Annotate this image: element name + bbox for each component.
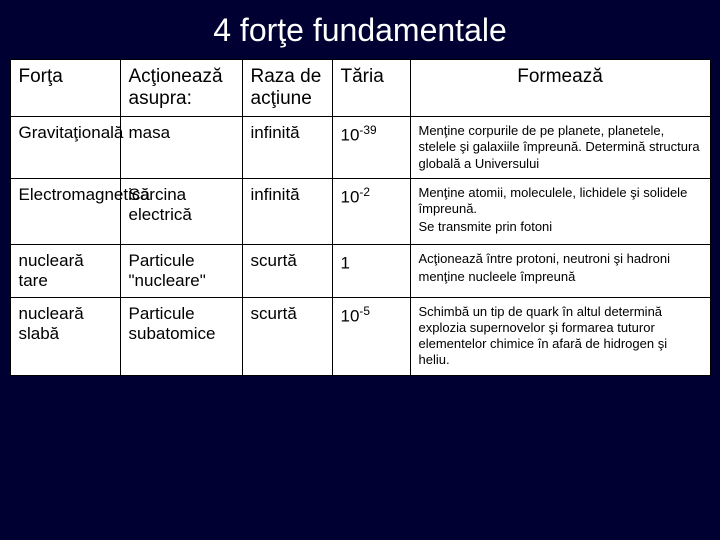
table-row: Electromagnetică Sarcina electrică infin… xyxy=(10,178,710,244)
page-title: 4 forţe fundamentale xyxy=(0,0,720,59)
cell-force: Gravitaţională xyxy=(10,117,120,179)
col-strength: Tăria xyxy=(332,60,410,117)
table-header-row: Forţa Acţionează asupra: Raza de acţiune… xyxy=(10,60,710,117)
table-row: nucleară slabă Particule subatomice scur… xyxy=(10,297,710,375)
table-row: Gravitaţională masa infinită 10-39 Menţi… xyxy=(10,117,710,179)
cell-strength: 1 xyxy=(332,244,410,297)
cell-range: infinită xyxy=(242,117,332,179)
cell-strength: 10-5 xyxy=(332,297,410,375)
col-acts-on: Acţionează asupra: xyxy=(120,60,242,117)
cell-desc: Menţine atomii, moleculele, lichidele şi… xyxy=(410,178,710,244)
col-force: Forţa xyxy=(10,60,120,117)
cell-acts-on: Particule subatomice xyxy=(120,297,242,375)
cell-force: Electromagnetică xyxy=(10,178,120,244)
col-range: Raza de acţiune xyxy=(242,60,332,117)
cell-range: infinită xyxy=(242,178,332,244)
cell-desc: Schimbă un tip de quark în altul determi… xyxy=(410,297,710,375)
cell-acts-on: Sarcina electrică xyxy=(120,178,242,244)
cell-desc: Menţine corpurile de pe planete, planete… xyxy=(410,117,710,179)
forces-table: Forţa Acţionează asupra: Raza de acţiune… xyxy=(10,59,711,376)
cell-strength: 10-39 xyxy=(332,117,410,179)
cell-force: nucleară tare xyxy=(10,244,120,297)
cell-desc: Acţionează între protoni, neutroni şi ha… xyxy=(410,244,710,297)
cell-acts-on: Particule "nucleare" xyxy=(120,244,242,297)
table-row: nucleară tare Particule "nucleare" scurt… xyxy=(10,244,710,297)
cell-range: scurtă xyxy=(242,244,332,297)
cell-acts-on: masa xyxy=(120,117,242,179)
cell-range: scurtă xyxy=(242,297,332,375)
cell-force: nucleară slabă xyxy=(10,297,120,375)
cell-strength: 10-2 xyxy=(332,178,410,244)
col-forms: Formează xyxy=(410,60,710,117)
